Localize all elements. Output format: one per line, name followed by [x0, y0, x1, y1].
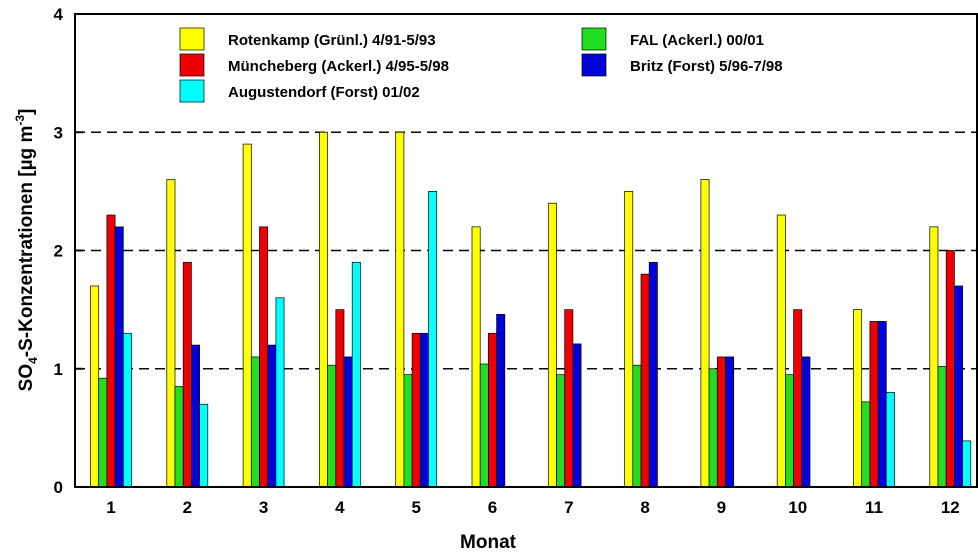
- bar: [98, 377, 108, 488]
- bar: [395, 131, 405, 488]
- bar: [640, 273, 650, 488]
- y-label-part: -S-Konzentrationen [µg m: [16, 126, 37, 358]
- bar: [259, 226, 269, 488]
- legend-swatch: [179, 27, 205, 51]
- bar: [327, 364, 337, 488]
- y-tick-label: 2: [54, 242, 63, 261]
- bar: [114, 226, 124, 488]
- y-label-sup: -3: [13, 115, 27, 126]
- bar: [496, 314, 506, 488]
- bar: [191, 344, 200, 488]
- bar: [106, 214, 116, 488]
- legend-label: Augustendorf (Forst) 01/02: [228, 84, 420, 101]
- bar: [564, 309, 574, 488]
- bar: [556, 374, 566, 488]
- y-tick-label: 4: [54, 5, 64, 24]
- bar: [648, 261, 658, 488]
- legend-swatch: [581, 53, 607, 77]
- bar: [785, 374, 794, 488]
- bar: [250, 356, 260, 488]
- bar: [632, 364, 642, 488]
- bar: [725, 356, 735, 488]
- bar: [624, 191, 634, 488]
- bar: [122, 332, 132, 488]
- bar: [199, 403, 209, 488]
- bar: [267, 344, 277, 488]
- x-tick-label: 3: [259, 498, 268, 517]
- bar: [853, 309, 863, 488]
- bar: [708, 368, 718, 488]
- bar: [403, 374, 413, 488]
- bar: [182, 261, 192, 488]
- x-tick-label: 6: [488, 498, 497, 517]
- bar: [937, 366, 947, 488]
- x-tick-label: 12: [941, 498, 960, 517]
- bar: [471, 226, 481, 488]
- bar: [488, 332, 497, 488]
- bar: [166, 179, 176, 488]
- x-tick-label: 5: [411, 498, 420, 517]
- bar: [242, 143, 252, 488]
- bar: [419, 332, 429, 488]
- bar: [174, 386, 184, 488]
- x-tick-label: 9: [717, 498, 726, 517]
- bar: [877, 321, 887, 488]
- y-tick-label: 0: [54, 478, 63, 497]
- x-tick-label: 1: [106, 498, 115, 517]
- bar: [572, 343, 582, 488]
- bar: [716, 356, 726, 488]
- x-tick-label: 10: [788, 498, 807, 517]
- y-tick-label: 3: [54, 123, 63, 142]
- bar: [547, 202, 557, 488]
- bar: [351, 261, 361, 488]
- bar: [793, 309, 803, 488]
- bar: [776, 214, 786, 488]
- x-tick-label: 8: [640, 498, 649, 517]
- bar: [275, 297, 285, 488]
- y-tick-label: 1: [54, 360, 63, 379]
- legend-label: Rotenkamp (Grünl.) 4/91-5/93: [228, 32, 436, 49]
- x-tick-label: 4: [335, 498, 345, 517]
- bar: [90, 285, 100, 488]
- bar: [861, 401, 871, 488]
- plot-border: [74, 13, 978, 488]
- legend-swatch: [581, 27, 607, 51]
- x-tick-label: 11: [865, 498, 883, 517]
- legend-label: Britz (Forst) 5/96-7/98: [630, 58, 783, 75]
- bar: [479, 363, 489, 488]
- legend-swatch: [179, 53, 205, 77]
- bar: [929, 226, 939, 488]
- y-label-part: SO: [16, 364, 37, 391]
- y-label-sub: 4: [26, 357, 40, 364]
- x-axis-label: Monat: [460, 532, 517, 553]
- bar: [700, 179, 710, 488]
- bar: [801, 356, 811, 488]
- x-tick-label: 7: [564, 498, 573, 517]
- bar: [945, 250, 955, 488]
- legend-label: FAL (Ackerl.) 00/01: [630, 32, 764, 49]
- bar: [869, 321, 879, 488]
- bar: [885, 392, 895, 488]
- bar: [411, 332, 421, 488]
- bar: [343, 356, 353, 488]
- bar: [954, 285, 963, 488]
- bar: [335, 309, 345, 488]
- bar: [319, 131, 328, 488]
- legend-label: Müncheberg (Ackerl.) 4/95-5/98: [228, 58, 449, 75]
- bar: [962, 440, 972, 488]
- y-label-part: ]: [16, 109, 37, 115]
- bar: [428, 191, 438, 488]
- legend-swatch: [179, 79, 205, 103]
- x-tick-label: 2: [183, 498, 192, 517]
- y-axis-label: SO4-S-Konzentrationen [µg m-3]: [13, 109, 40, 392]
